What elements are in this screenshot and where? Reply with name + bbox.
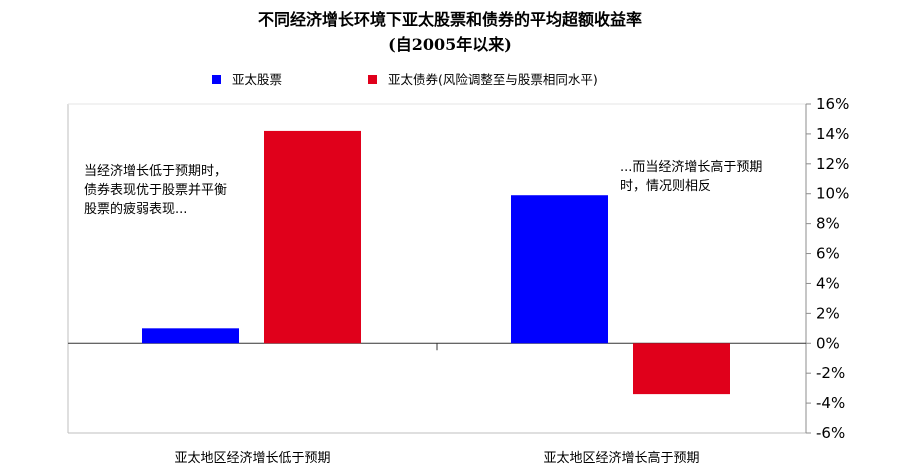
- annotation-1-line: 股票的疲弱表现...: [84, 201, 187, 217]
- y-tick-label: 16%: [816, 95, 849, 113]
- legend-swatch-2: [368, 75, 377, 84]
- bar-series1-cat2: [511, 195, 608, 344]
- bar-series2-cat1: [264, 130, 361, 344]
- annotation-1-line: 债券表现优于股票并平衡: [84, 182, 227, 198]
- annotation-2-line: ...而当经济增长高于预期: [620, 159, 762, 175]
- legend-label-2: 亚太债券(风险调整至与股票相同水平): [388, 72, 598, 87]
- bar-series2-cat2: [633, 343, 730, 395]
- y-tick-label: 14%: [816, 125, 849, 143]
- y-tick-label: 2%: [816, 304, 840, 322]
- y-tick-label: 6%: [816, 245, 840, 263]
- y-tick-label: 8%: [816, 215, 840, 233]
- annotation-1-line: 当经济增长低于预期时，: [84, 164, 227, 179]
- bar-series1-cat1: [142, 328, 239, 344]
- y-tick-label: -2%: [816, 364, 845, 382]
- chart-subtitle: (自2005年以来): [388, 35, 512, 54]
- y-tick-label: -4%: [816, 394, 845, 412]
- legend-swatch-1: [212, 75, 221, 84]
- y-tick-label: 12%: [816, 155, 849, 173]
- y-tick-label: 10%: [816, 185, 849, 203]
- x-category-label-2: 亚太地区经济增长高于预期: [543, 450, 699, 466]
- y-tick-label: -6%: [816, 424, 845, 442]
- legend-label-1: 亚太股票: [232, 72, 282, 87]
- y-tick-label: 0%: [816, 334, 840, 352]
- chart-title: 不同经济增长环境下亚太股票和债券的平均超额收益率: [258, 10, 642, 29]
- annotation-2-line: 时，情况则相反: [620, 179, 711, 194]
- y-tick-label: 4%: [816, 274, 840, 292]
- x-category-label-1: 亚太地区经济增长低于预期: [174, 451, 330, 466]
